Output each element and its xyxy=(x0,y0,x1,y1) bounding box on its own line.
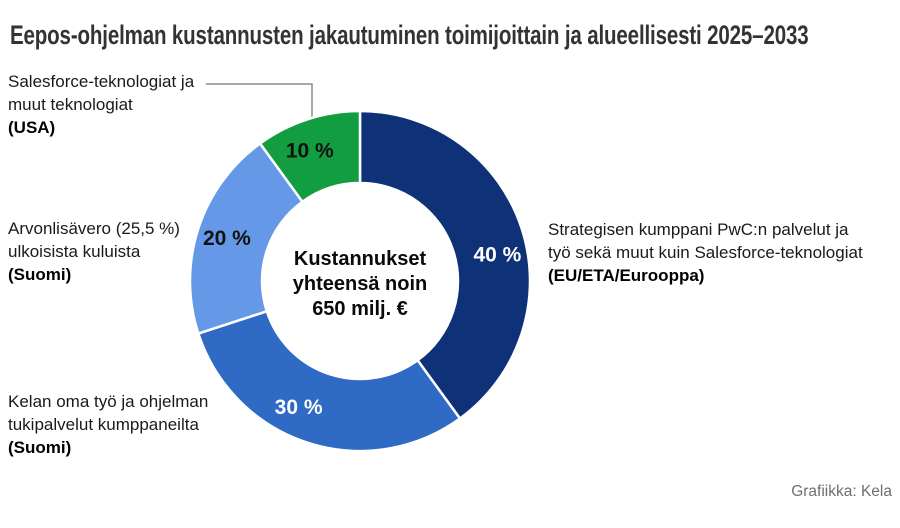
donut-center-label: Kustannukset yhteensä noin 650 milj. € xyxy=(240,247,480,322)
donut-segment-10 xyxy=(258,109,362,203)
percent-label-30: 30 % xyxy=(275,396,323,419)
percent-label-40: 40 % xyxy=(473,244,521,267)
callout-line: työ sekä muut kuin Salesforce-teknologia… xyxy=(548,243,863,262)
callout-kela-suomi: Kelan oma työ ja ohjelman tukipalvelut k… xyxy=(8,390,253,459)
donut-percent-labels-group: 40 % 30 % 20 % 10 % xyxy=(203,140,522,419)
donut-segment-20 xyxy=(188,142,304,335)
center-label-line: Kustannukset xyxy=(293,248,427,270)
callout-region: (EU/ETA/Eurooppa) xyxy=(548,266,705,285)
callout-line: tukipalvelut kumppaneilta xyxy=(8,415,199,434)
percent-label-20: 20 % xyxy=(203,227,251,250)
callout-alv-suomi: Arvonlisävero (25,5 %) ulkoisista kuluis… xyxy=(8,217,233,286)
credit-text: Grafiikka: Kela xyxy=(791,483,892,500)
callout-salesforce-usa: Salesforce-teknologiat ja muut teknologi… xyxy=(8,70,223,139)
leader-line xyxy=(206,83,313,121)
callout-region: (Suomi) xyxy=(8,438,72,457)
donut-segment-40 xyxy=(358,109,532,420)
page-title: Eepos-ohjelman kustannusten jakautuminen… xyxy=(10,20,809,50)
callout-line: ulkoisista kuluista xyxy=(8,242,141,261)
center-label-line: yhteensä noin xyxy=(292,273,428,295)
donut-segments-group xyxy=(188,109,532,453)
callout-region: (Suomi) xyxy=(8,265,72,284)
callout-line: muut teknologiat xyxy=(8,95,133,114)
callout-line: Strategisen kumppani PwC:n palvelut ja xyxy=(548,220,849,239)
callout-line: Kelan oma työ ja ohjelman xyxy=(8,392,209,411)
callout-pwc-eu: Strategisen kumppani PwC:n palvelut ja t… xyxy=(548,218,893,287)
callout-line: Salesforce-teknologiat ja xyxy=(8,72,195,91)
callout-line: Arvonlisävero (25,5 %) xyxy=(8,219,180,238)
percent-label-10: 10 % xyxy=(286,140,334,163)
donut-segment-30 xyxy=(197,310,462,453)
center-label-total: 650 milj. € xyxy=(312,298,408,320)
callout-region: (USA) xyxy=(8,118,56,137)
